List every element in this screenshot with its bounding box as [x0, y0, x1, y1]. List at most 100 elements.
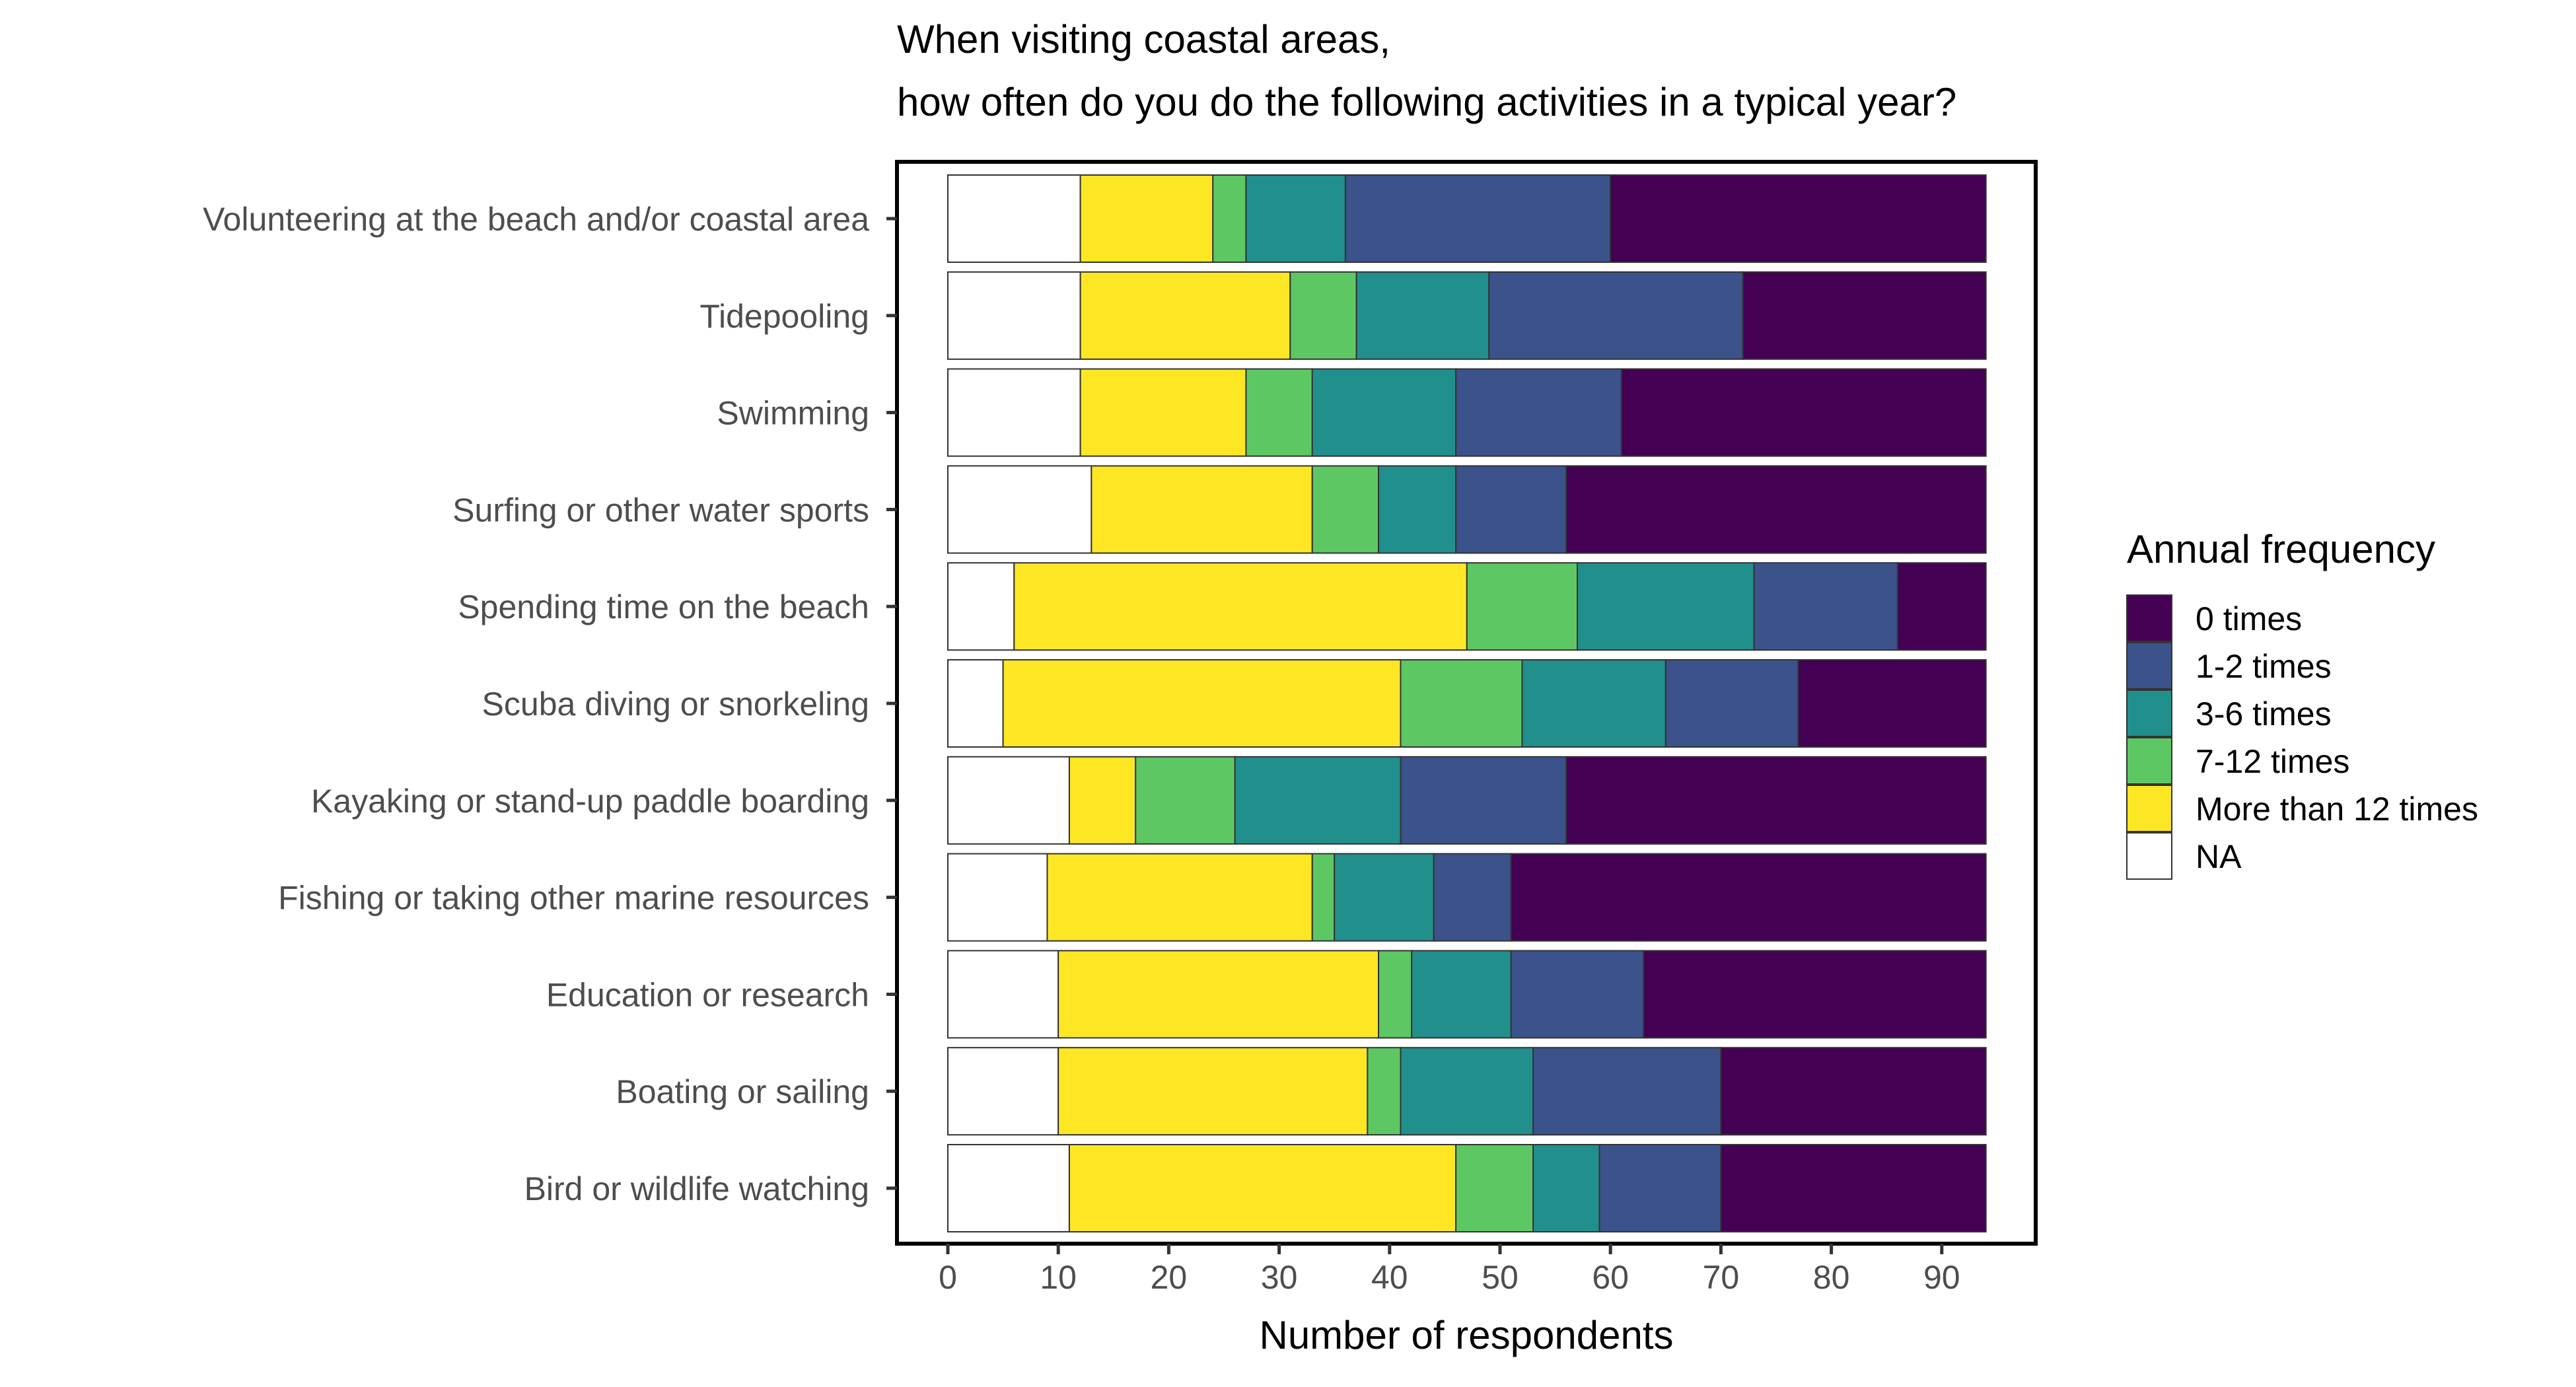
bar-segment	[1245, 174, 1346, 263]
bar-segment	[1565, 756, 1987, 845]
legend-item: More than 12 times	[2126, 785, 2478, 832]
x-tick-label: 60	[1592, 1259, 1629, 1296]
category-label: Surfing or other water sports	[452, 491, 869, 528]
bar-segment	[1355, 271, 1490, 360]
legend-items: 0 times 1-2 times 3-6 times 7-12 times More …	[2126, 594, 2478, 880]
bar-segment	[1234, 756, 1402, 845]
bar-row	[947, 756, 1987, 845]
category-label: Tidepooling	[699, 298, 869, 335]
legend-swatch	[2126, 594, 2172, 642]
legend-swatch	[2126, 832, 2172, 880]
bar-segment	[947, 659, 1004, 748]
bar-segment	[1455, 1144, 1534, 1232]
bar-row	[947, 1144, 1987, 1232]
bar-segment	[1079, 368, 1247, 457]
bar-segment	[1245, 368, 1313, 457]
bar-segment	[1013, 562, 1468, 651]
bar-segment	[1046, 853, 1313, 942]
bar-segment	[1400, 659, 1523, 748]
x-tick-label: 20	[1151, 1259, 1188, 1296]
legend-label: NA	[2196, 838, 2242, 875]
bar-segment	[1455, 368, 1622, 457]
bar-segment	[1577, 562, 1755, 651]
bar-segment	[1079, 271, 1291, 360]
legend-item: 0 times	[2126, 594, 2302, 642]
x-tick-label: 90	[1923, 1259, 1960, 1296]
x-axis: 0 10 20 30 40 50 60 70 80 90	[939, 1244, 1960, 1296]
legend-title: Annual frequency	[2127, 527, 2435, 571]
bar-row	[947, 562, 1987, 651]
bar-row	[947, 950, 1987, 1039]
chart-title-line-2: how often do you do the following activi…	[897, 80, 1956, 124]
bar-segment	[1378, 465, 1457, 554]
legend-item: 7-12 times	[2126, 737, 2349, 785]
bar-segment	[947, 950, 1059, 1039]
x-tick-label: 50	[1482, 1259, 1519, 1296]
bar-segment	[1002, 659, 1402, 748]
x-axis-title: Number of respondents	[1259, 1313, 1673, 1357]
legend-item: 3-6 times	[2126, 690, 2332, 737]
bar-segment	[1488, 271, 1744, 360]
bar-segment	[1610, 174, 1987, 263]
bar-segment	[1742, 271, 1987, 360]
bar-segment	[1510, 853, 1987, 942]
bar-segment	[1521, 659, 1666, 748]
legend-label: 3-6 times	[2196, 695, 2332, 732]
chart-title: When visiting coastal areas, how often d…	[897, 17, 1956, 124]
legend-label: 7-12 times	[2196, 743, 2349, 780]
bar-segment	[1057, 950, 1380, 1039]
bar-segment	[947, 465, 1092, 554]
legend-item: NA	[2126, 832, 2242, 880]
bar-segment	[1532, 1144, 1600, 1232]
bar-segment	[1091, 465, 1313, 554]
bar-segment	[1896, 562, 1987, 651]
x-tick-label: 80	[1813, 1259, 1850, 1296]
bar-segment	[1797, 659, 1987, 748]
bar-row	[947, 465, 1987, 554]
bar-segment	[1212, 174, 1247, 263]
x-tick-label: 30	[1261, 1259, 1298, 1296]
legend-swatch	[2126, 642, 2172, 690]
legend: Annual frequency 0 times 1-2 times 3-6 tim…	[2126, 527, 2478, 880]
category-label: Scuba diving or snorkeling	[482, 686, 869, 723]
bar-segment	[947, 562, 1015, 651]
bar-row	[947, 659, 1987, 748]
bar-row	[947, 174, 1987, 263]
bar-row	[947, 271, 1987, 360]
bar-segment	[1720, 1047, 1987, 1136]
bar-segment	[1400, 756, 1567, 845]
bar-segment	[1720, 1144, 1987, 1232]
bar-segment	[1057, 1047, 1369, 1136]
legend-label: More than 12 times	[2196, 791, 2478, 828]
bar-row	[947, 1047, 1987, 1136]
bar-segment	[1344, 174, 1612, 263]
legend-swatch	[2126, 737, 2172, 785]
bar-segment	[1135, 756, 1236, 845]
bar-segment	[1753, 562, 1898, 651]
bar-segment	[947, 174, 1081, 263]
bar-segment	[1664, 659, 1799, 748]
bar-segment	[947, 756, 1070, 845]
bar-segment	[947, 271, 1081, 360]
x-tick-label: 40	[1371, 1259, 1408, 1296]
legend-item: 1-2 times	[2126, 642, 2332, 690]
bar-segment	[947, 1047, 1059, 1136]
bar-segment	[1378, 950, 1413, 1039]
category-label: Volunteering at the beach and/or coastal…	[203, 201, 869, 238]
bar-segment	[1334, 853, 1435, 942]
bar-segment	[1079, 174, 1214, 263]
legend-swatch	[2126, 785, 2172, 832]
bar-row	[947, 368, 1987, 457]
bar-segment	[947, 853, 1048, 942]
category-label: Bird or wildlife watching	[524, 1170, 869, 1207]
bar-segment	[1289, 271, 1357, 360]
category-label: Boating or sailing	[616, 1073, 869, 1110]
bar-segment	[1532, 1047, 1722, 1136]
bar-segment	[1510, 950, 1645, 1039]
bar-segment	[1455, 465, 1567, 554]
legend-swatch	[2126, 690, 2172, 737]
bar-segment	[1565, 465, 1987, 554]
category-axis: Volunteering at the beach and/or coastal…	[203, 201, 897, 1207]
bar-segment	[1400, 1047, 1534, 1136]
